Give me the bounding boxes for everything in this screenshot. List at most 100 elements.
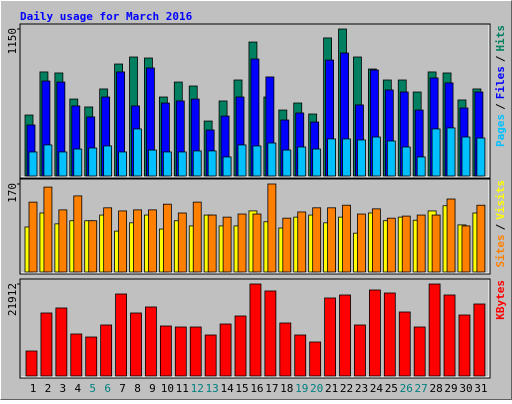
bar — [279, 322, 292, 377]
bar — [189, 326, 202, 377]
x-tick-label: 6 — [104, 382, 111, 395]
panel-highlight — [21, 25, 490, 178]
bar — [237, 213, 247, 273]
bar — [177, 151, 187, 177]
bar — [88, 220, 98, 273]
bar — [159, 325, 172, 377]
bar — [85, 336, 98, 377]
legend-entry: Files — [494, 66, 507, 99]
x-tick-label: 24 — [370, 382, 384, 395]
bar — [282, 149, 292, 177]
x-tick-label: 16 — [250, 382, 263, 395]
bar — [428, 283, 441, 377]
bar — [386, 217, 396, 273]
legend-entry: KBytes — [494, 280, 507, 320]
x-tick-label: 17 — [265, 382, 278, 395]
legend-entry: Visits — [494, 180, 507, 220]
bar — [461, 136, 471, 177]
bar — [309, 341, 322, 377]
bar — [133, 209, 142, 273]
bar — [103, 207, 113, 273]
bar — [264, 290, 277, 377]
bar — [297, 211, 307, 273]
x-tick-label: 22 — [340, 382, 353, 395]
bar — [162, 151, 172, 177]
bar — [222, 216, 232, 273]
chart-title: Daily usage for March 2016 — [20, 10, 193, 23]
legend-entry: Sites — [494, 234, 507, 267]
bar — [219, 323, 232, 377]
legend: Pages / Files / Hits — [494, 25, 507, 147]
bar — [192, 201, 202, 273]
bar — [70, 333, 83, 377]
bar — [162, 203, 172, 273]
legend-entry: Pages — [494, 114, 507, 147]
x-tick-label: 23 — [355, 382, 368, 395]
bar — [458, 314, 471, 377]
bar — [73, 148, 83, 177]
bar — [371, 208, 381, 273]
panel-highlight — [21, 280, 490, 378]
x-tick-label: 29 — [444, 382, 457, 395]
bar — [118, 151, 127, 177]
x-tick-label: 7 — [119, 382, 126, 395]
bar — [55, 307, 68, 377]
legend: KBytes — [494, 280, 507, 320]
x-tick-label: 1 — [30, 382, 37, 395]
x-tick-label: 14 — [220, 382, 234, 395]
bar — [386, 140, 396, 177]
bar — [327, 138, 337, 177]
bar — [312, 148, 322, 177]
bar — [461, 225, 471, 273]
legend-separator: / — [494, 223, 507, 230]
bar — [416, 156, 426, 177]
bar — [282, 217, 292, 273]
bar — [443, 294, 456, 377]
x-tick-label: 25 — [385, 382, 398, 395]
bar — [416, 214, 426, 273]
x-tick-label: 10 — [161, 382, 174, 395]
bar — [148, 209, 157, 273]
bar — [267, 142, 277, 177]
max-label: 21912 — [6, 283, 19, 316]
bar — [431, 214, 441, 273]
bar — [401, 215, 411, 273]
bar — [28, 151, 38, 177]
bar — [354, 324, 366, 377]
bar — [383, 292, 396, 377]
bar — [357, 213, 366, 273]
bar — [28, 201, 38, 273]
x-tick-label: 4 — [74, 382, 81, 395]
x-tick-label: 18 — [280, 382, 293, 395]
bar — [25, 350, 38, 377]
bar — [339, 294, 351, 377]
bar — [204, 334, 217, 377]
bar — [145, 306, 157, 377]
bar — [58, 151, 68, 177]
bar — [118, 210, 127, 273]
bar — [237, 144, 247, 177]
bar — [100, 324, 113, 377]
bar — [103, 145, 113, 177]
x-tick-label: 11 — [176, 382, 189, 395]
bar — [342, 138, 351, 177]
panel-highlight — [21, 180, 490, 274]
bar — [249, 283, 262, 377]
bar — [115, 293, 127, 377]
x-tick-label: 8 — [134, 382, 141, 395]
bar — [357, 139, 366, 177]
bar — [174, 326, 187, 377]
x-tick-label: 19 — [295, 382, 308, 395]
bar — [413, 326, 426, 377]
legend-entry: Hits — [494, 25, 507, 52]
bar — [133, 128, 142, 177]
bar — [446, 198, 456, 273]
bar — [148, 149, 157, 177]
max-label: 170 — [6, 183, 19, 203]
x-tick-label: 31 — [474, 382, 487, 395]
legend-separator: / — [494, 103, 507, 110]
bar — [207, 150, 217, 177]
bar — [398, 311, 411, 377]
max-label: 1150 — [6, 28, 19, 55]
